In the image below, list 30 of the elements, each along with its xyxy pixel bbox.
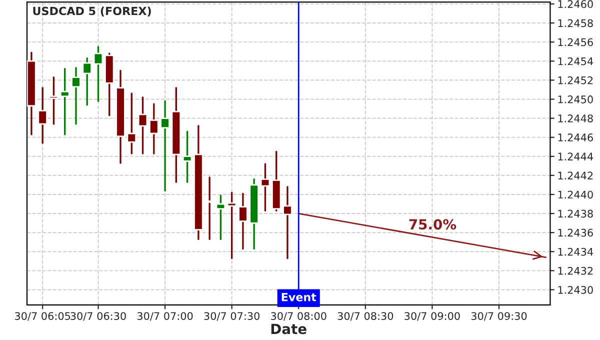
y-tick-label: 1.2456	[558, 38, 593, 46]
candlestick	[38, 86, 48, 144]
annotation: 75.0%	[409, 219, 456, 230]
x-tick-label: 30/7 08:00	[271, 312, 326, 321]
x-tick-label: 30/7 07:00	[137, 312, 193, 321]
x-tick-label: 30/7 08:30	[338, 312, 394, 321]
y-tick-label: 1.2444	[558, 152, 594, 160]
x-axis-title: Date	[271, 324, 306, 334]
y-tick-label: 1.2442	[558, 172, 593, 180]
candlestick	[71, 66, 81, 125]
ref-line-label: Event	[282, 293, 316, 302]
x-tick-label: 30/7 06:30	[70, 312, 126, 321]
y-tick-label: 1.2454	[558, 57, 594, 66]
y-tick-label: 1.2458	[558, 19, 593, 28]
y-tick-label: 1.2434	[558, 248, 594, 256]
y-tick-label: 1.2452	[558, 76, 593, 84]
y-tick-label: 1.2448	[558, 114, 593, 122]
y-tick-label: 1.2440	[558, 190, 593, 199]
y-tick-label: 1.2436	[558, 228, 593, 237]
y-tick-label: 1.2446	[558, 134, 593, 142]
chart-title: USDCAD 5 (FOREX)	[33, 6, 151, 16]
x-tick-label: 30/7 09:00	[404, 312, 460, 321]
y-tick-label: 1.2430	[558, 286, 593, 294]
y-tick-label: 1.2460	[558, 0, 593, 8]
x-tick-label: 30/7 09:30	[471, 312, 527, 321]
x-tick-label: 30/7 06:05	[15, 312, 70, 321]
y-tick-label: 1.2432	[558, 266, 593, 275]
y-tick-label: 1.2438	[558, 210, 593, 218]
x-tick-label: 30/7 07:30	[204, 312, 260, 321]
y-tick-label: 1.2450	[558, 95, 593, 104]
